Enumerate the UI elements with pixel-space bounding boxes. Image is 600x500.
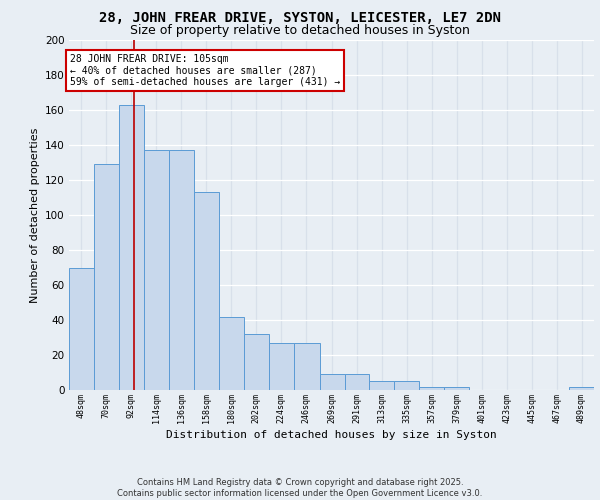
- Bar: [269, 343, 293, 390]
- Text: Size of property relative to detached houses in Syston: Size of property relative to detached ho…: [130, 24, 470, 37]
- Bar: [144, 150, 169, 390]
- Text: 28, JOHN FREAR DRIVE, SYSTON, LEICESTER, LE7 2DN: 28, JOHN FREAR DRIVE, SYSTON, LEICESTER,…: [99, 11, 501, 25]
- Y-axis label: Number of detached properties: Number of detached properties: [29, 128, 40, 302]
- Bar: [320, 374, 344, 390]
- Text: Contains HM Land Registry data © Crown copyright and database right 2025.
Contai: Contains HM Land Registry data © Crown c…: [118, 478, 482, 498]
- X-axis label: Distribution of detached houses by size in Syston: Distribution of detached houses by size …: [166, 430, 497, 440]
- Bar: [218, 316, 244, 390]
- Bar: [244, 334, 269, 390]
- Bar: [370, 381, 394, 390]
- Bar: [194, 192, 218, 390]
- Bar: [419, 386, 445, 390]
- Bar: [169, 150, 194, 390]
- Bar: [394, 381, 419, 390]
- Bar: [94, 164, 119, 390]
- Bar: [119, 105, 144, 390]
- Bar: [293, 343, 320, 390]
- Bar: [445, 386, 469, 390]
- Bar: [344, 374, 370, 390]
- Bar: [569, 386, 594, 390]
- Text: 28 JOHN FREAR DRIVE: 105sqm
← 40% of detached houses are smaller (287)
59% of se: 28 JOHN FREAR DRIVE: 105sqm ← 40% of det…: [70, 54, 340, 87]
- Bar: [69, 268, 94, 390]
